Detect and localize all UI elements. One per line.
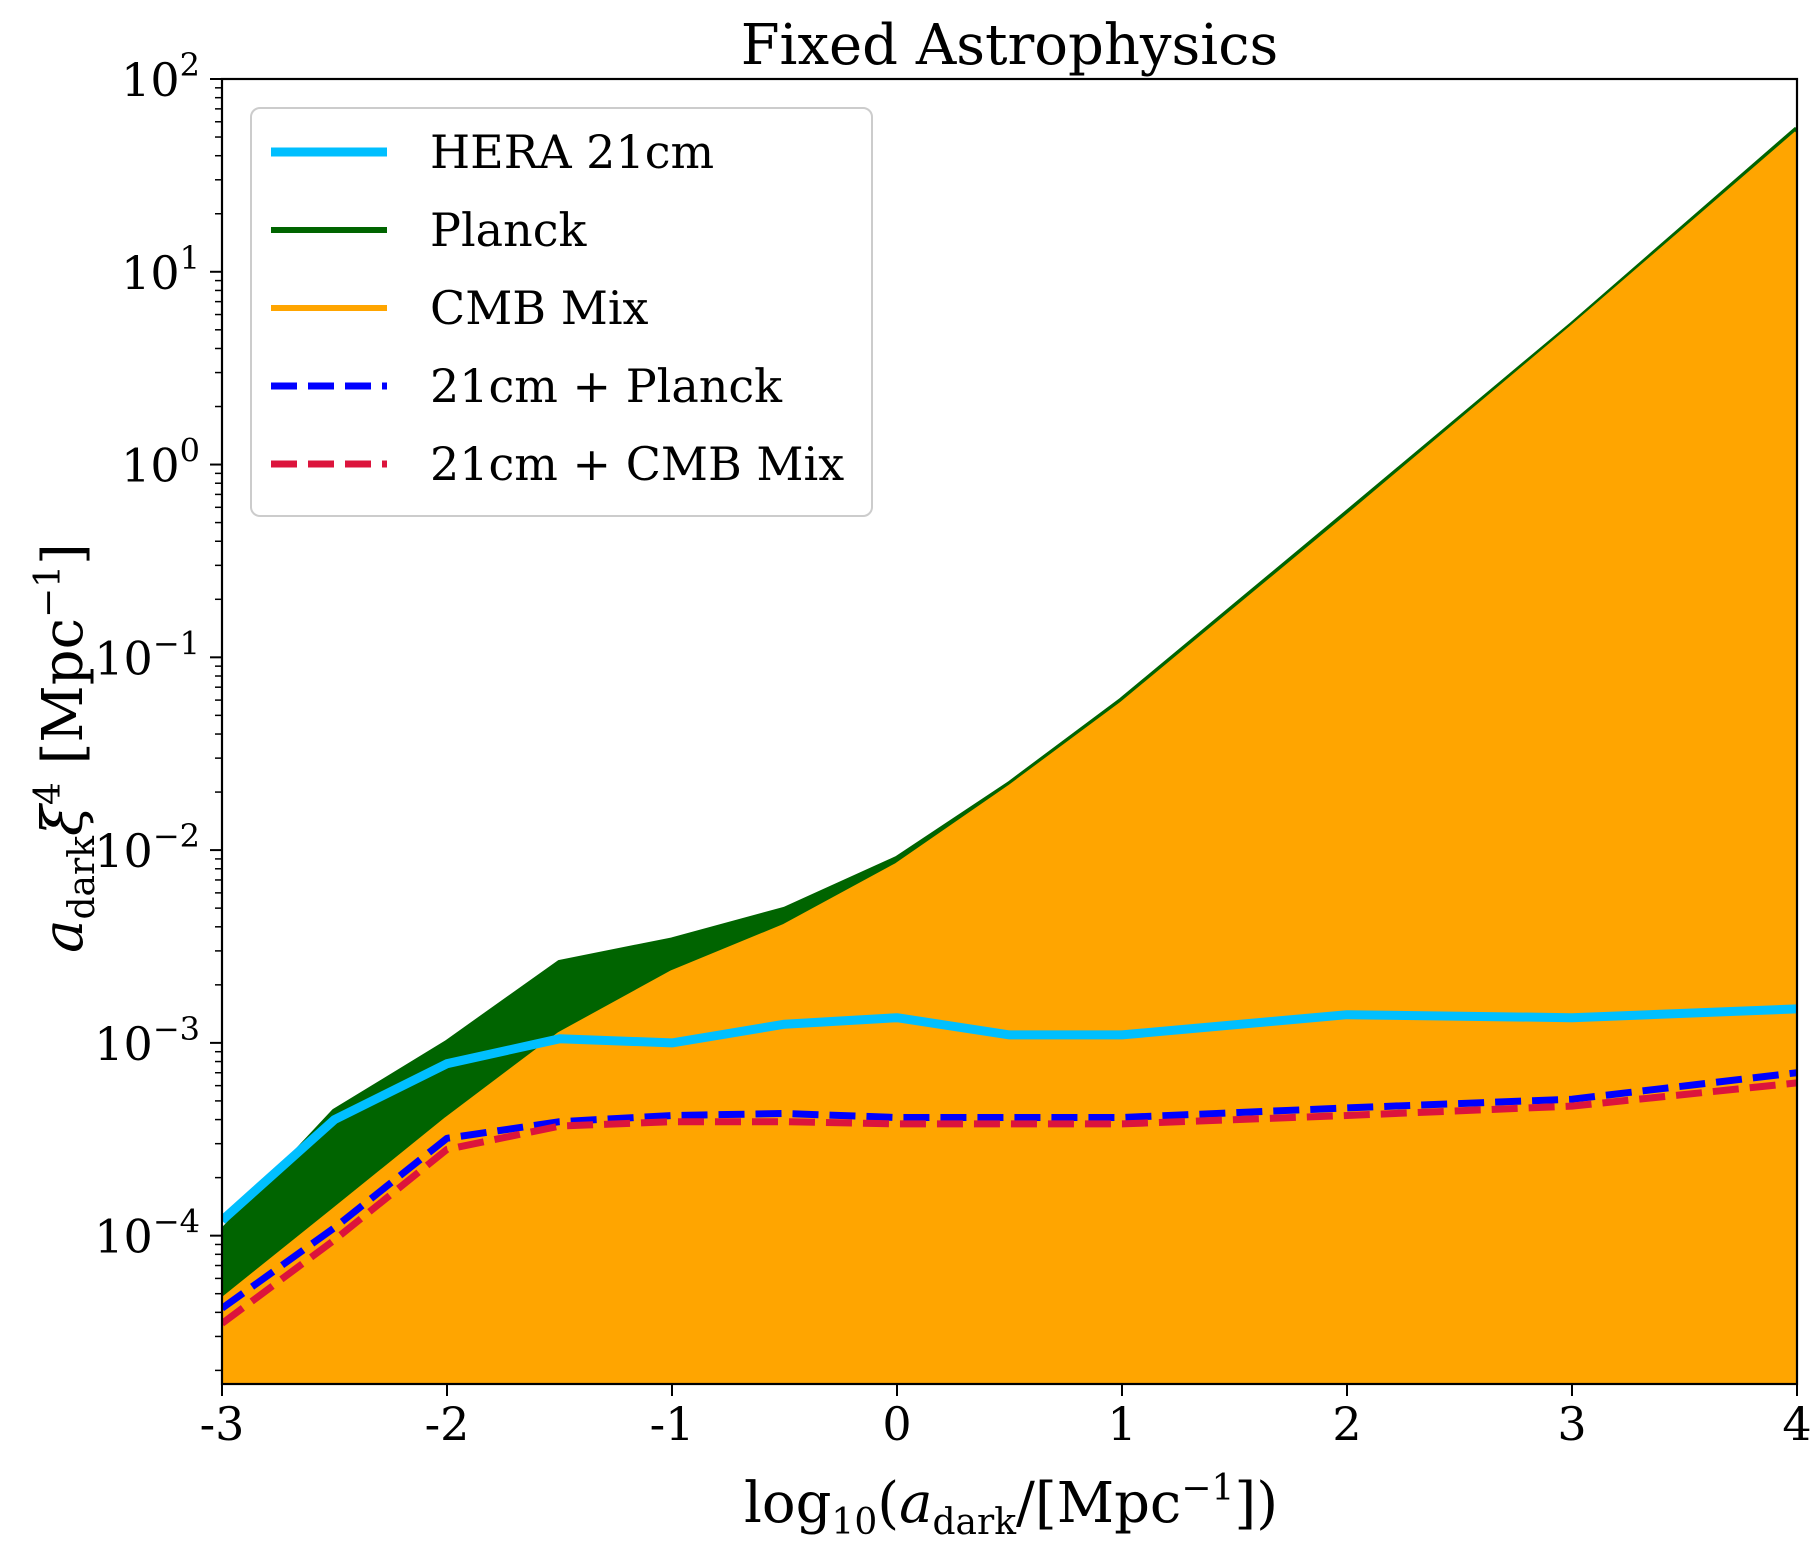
y-axis: 10−4 10−3 10−2 10−1 100 101 102 xyxy=(94,46,222,1372)
y-tick-label: 10−2 xyxy=(94,817,200,878)
legend-box xyxy=(250,107,873,517)
legend-label: 21cm + CMB Mix xyxy=(430,437,844,491)
y-tick-label: 102 xyxy=(121,46,200,107)
legend-label: 21cm + Planck xyxy=(430,359,783,413)
y-tick-label: 101 xyxy=(121,239,200,300)
x-axis: -3 -2 -1 0 1 2 3 4 xyxy=(200,1384,1812,1451)
x-axis-label: log10(adark/[Mpc−1]) xyxy=(744,1468,1278,1543)
21cm-cmb-mix-line xyxy=(222,1079,1797,1327)
y-tick-label: 10−1 xyxy=(94,624,200,685)
planck-line xyxy=(222,126,1797,1234)
y-tick-label: 10−3 xyxy=(94,1010,200,1071)
x-tick-label: 3 xyxy=(1557,1397,1586,1451)
y-axis-label: adarkξ4 [Mpc−1] xyxy=(28,543,103,953)
legend-label: CMB Mix xyxy=(430,281,649,335)
x-tick-label: -3 xyxy=(200,1397,245,1451)
cmb-mix-line xyxy=(222,131,1797,1304)
plot-frame xyxy=(220,77,1799,1386)
x-tick-label: -1 xyxy=(650,1397,695,1451)
y-tick-label: 10−4 xyxy=(94,1203,200,1264)
x-tick-label: 2 xyxy=(1332,1397,1361,1451)
21cm-planck-line xyxy=(222,1069,1797,1312)
x-tick-label: 1 xyxy=(1107,1397,1136,1451)
legend-label: Planck xyxy=(430,203,587,257)
y-tick-label: 100 xyxy=(121,432,200,493)
cmb-mix-fill xyxy=(222,133,1797,1384)
hera-21cm-line xyxy=(222,1004,1797,1224)
legend: HERA 21cm Planck CMB Mix 21cm + Planck 21cm … xyxy=(250,107,873,517)
x-tick-label: 4 xyxy=(1782,1397,1811,1451)
plot-area xyxy=(222,126,1797,1384)
x-tick-label: -2 xyxy=(425,1397,470,1451)
chart-title: Fixed Astrophysics xyxy=(741,13,1279,78)
legend-label: HERA 21cm xyxy=(430,125,714,179)
x-tick-label: 0 xyxy=(882,1397,911,1451)
